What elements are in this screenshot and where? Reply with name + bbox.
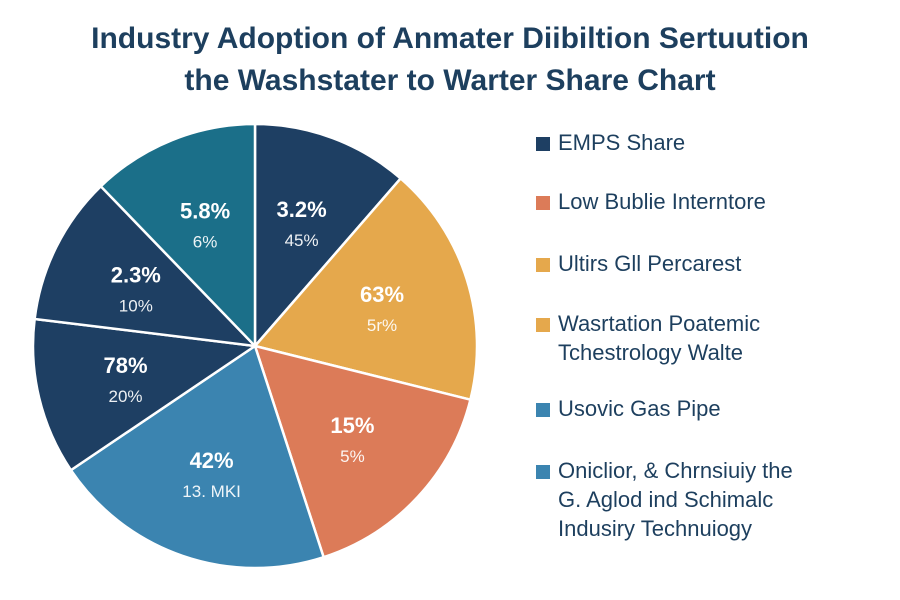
slice-label-1: 3.2%	[277, 197, 327, 222]
legend-label-5-1: Usovic Gas Pipe	[558, 396, 721, 421]
legend-label-2-1: Low Bublie Interntore	[558, 189, 766, 214]
legend-item-4: Wasrtation Poatemic Tchestrology Walte	[536, 309, 886, 367]
slice-sublabel-7: 6%	[193, 233, 218, 252]
pie-slice-1	[253, 122, 402, 348]
legend-label-6-2: G. Aglod ind Schimalc	[558, 487, 774, 512]
legend-label-6-1: Oniclior, & Chrnsiuiy the	[558, 458, 793, 483]
legend-item-2: Low Bublie Interntore	[536, 187, 886, 216]
legend-swatch-5	[536, 403, 550, 417]
chart-title-line-2: the Washstater to Warter Share Chart	[184, 64, 716, 97]
slice-label-4: 42%	[190, 448, 234, 473]
legend-swatch-3	[536, 258, 550, 272]
chart-title-line-1: Industry Adoption of Anmater Diibiltion …	[91, 22, 809, 55]
pie-slice-4	[69, 344, 325, 570]
legend-swatch-1	[536, 137, 550, 151]
slice-sublabel-1: 45%	[285, 231, 319, 250]
legend-swatch-4	[536, 318, 550, 332]
legend-item-5: Usovic Gas Pipe	[536, 394, 886, 423]
slice-sublabel-2: 5r%	[367, 316, 397, 335]
legend-label-4-1: Wasrtation Poatemic	[558, 311, 761, 336]
legend-item-3: Ultirs Gll Percarest	[536, 249, 886, 278]
slice-sublabel-6: 10%	[119, 297, 153, 316]
legend-swatch-6	[536, 465, 550, 479]
slice-label-6: 2.3%	[111, 263, 161, 288]
legend-label-4-2: Tchestrology Walte	[558, 340, 744, 365]
slice-label-3: 15%	[330, 413, 374, 438]
chart-title: Industry Adoption of Anmater Diibiltion …	[0, 18, 900, 102]
legend: EMPS Share Low Bublie Interntore Ultirs Gl…	[536, 128, 886, 543]
pie-chart: 3.2% 45% 63% 5r% 15% 5% 42% 13. MKI 78% 20% 2.3% 10…	[31, 122, 479, 570]
legend-label-3-1: Ultirs Gll Percarest	[558, 251, 742, 276]
legend-item-6: Oniclior, & Chrnsiuiy the G. Aglod ind Sc…	[536, 456, 886, 543]
slice-label-5: 78%	[103, 353, 147, 378]
legend-swatch-2	[536, 196, 550, 210]
slice-sublabel-3: 5%	[340, 447, 365, 466]
slice-label-7: 5.8%	[180, 199, 230, 224]
slice-sublabel-5: 20%	[108, 387, 142, 406]
slice-sublabel-4: 13. MKI	[182, 482, 241, 501]
pie-slice-7	[99, 122, 257, 348]
legend-label-1-1: EMPS Share	[558, 130, 686, 155]
slice-label-2: 63%	[360, 282, 404, 307]
pie-slice-5	[31, 317, 257, 472]
legend-item-1: EMPS Share	[536, 128, 886, 157]
pie-slice-3	[253, 344, 472, 559]
pie-slice-6	[33, 185, 257, 348]
legend-label-6-3: Indusiry Technuiogy	[558, 516, 753, 541]
pie-slice-2	[253, 177, 479, 401]
